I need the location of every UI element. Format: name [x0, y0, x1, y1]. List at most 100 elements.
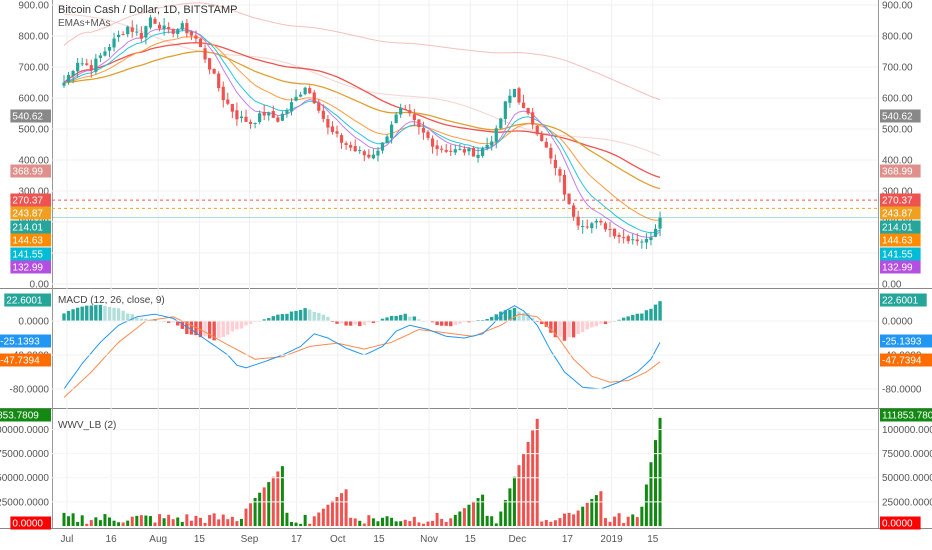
macd-histogram-bar: [276, 314, 280, 321]
candle-body: [107, 46, 112, 51]
macd-histogram-bar: [480, 319, 485, 321]
wwv-bar: [631, 514, 635, 526]
candle-body: [148, 17, 153, 28]
macd-histogram-bar: [308, 309, 312, 321]
candle-body: [117, 34, 121, 38]
wwv-bar: [599, 491, 603, 526]
wwv-bar: [503, 499, 507, 526]
wwv-bar: [403, 519, 407, 526]
candle-body: [185, 23, 189, 34]
x-tick-label: 15: [647, 534, 659, 545]
candle-body: [94, 58, 98, 72]
macd-histogram-bar: [230, 321, 235, 332]
price-badge-right: 540.62: [882, 112, 913, 123]
candle-body: [248, 121, 253, 124]
macd-histogram-bar: [558, 321, 562, 337]
price-badge-left-bg: [10, 206, 51, 220]
macd-histogram-bar: [508, 309, 512, 321]
candle-body: [408, 110, 412, 114]
price-badge-right: 132.99: [882, 263, 913, 274]
macd-histogram-bar: [517, 311, 521, 321]
wwv-bar: [267, 482, 271, 526]
candle-body: [230, 103, 234, 112]
wwv-bar: [431, 520, 435, 526]
candle-body: [385, 136, 389, 144]
macd-histogram-bar: [339, 321, 344, 324]
wwv-bar: [212, 513, 216, 526]
macd-histogram-bar: [267, 318, 271, 321]
wwv-bar: [417, 522, 421, 526]
wwv-bar: [98, 520, 102, 526]
candle-body: [253, 122, 257, 124]
wwv-bar: [208, 515, 212, 526]
wwv-bar: [285, 512, 289, 526]
macd-histogram-bar: [617, 319, 621, 321]
candle-body: [476, 154, 480, 158]
wwv-bar: [353, 518, 357, 526]
candle-body: [167, 27, 171, 30]
candle-body: [126, 26, 130, 35]
wwv-bar: [249, 503, 253, 526]
macd-histogram-bar: [62, 313, 66, 321]
macd-histogram-bar: [581, 321, 585, 333]
candle-body: [130, 27, 134, 32]
macd-histogram-bar: [203, 321, 207, 337]
macd-histogram-bar: [116, 308, 121, 321]
wwv-bar: [276, 471, 280, 526]
wwv-bar: [217, 519, 221, 526]
candle-body: [285, 110, 289, 114]
candle-body: [280, 113, 284, 121]
candle-body: [262, 112, 266, 116]
wwv-tick-label: 100000.0000: [882, 425, 932, 436]
wwv-bar: [117, 522, 121, 526]
wwv-bar: [526, 441, 530, 526]
macd-histogram-bar: [644, 310, 649, 321]
wwv-bar: [444, 522, 448, 526]
macd-histogram-bar: [185, 321, 189, 334]
wwv-bar: [499, 511, 503, 526]
candle-body: [535, 125, 539, 135]
candle-body: [176, 29, 180, 34]
candle-body: [440, 148, 444, 150]
macd-histogram-bar: [385, 317, 389, 321]
macd-histogram-bar: [435, 321, 439, 326]
price-tick-label: 600.00: [18, 94, 49, 105]
macd-histogram-bar: [549, 321, 553, 333]
candle-body: [198, 38, 203, 48]
wwv-bar: [335, 497, 339, 526]
wwv-tick-label: 75000.0000: [0, 449, 49, 460]
macd-histogram-bar: [626, 316, 630, 321]
macd-histogram-bar: [371, 321, 376, 324]
wwv-bar: [189, 520, 193, 526]
candle-body: [503, 101, 507, 120]
candle-body: [467, 148, 471, 152]
price-badge-left: 368.99: [12, 167, 43, 178]
candle-body: [194, 35, 198, 39]
candle-body: [390, 124, 394, 138]
wwv-bar: [572, 514, 576, 526]
candle-body: [453, 149, 457, 153]
macd-histogram-bar: [107, 306, 112, 321]
candle-body: [626, 236, 630, 242]
macd-histogram-bar: [285, 313, 289, 321]
macd-badge-right-bg: [880, 353, 932, 367]
candle-body: [85, 63, 89, 65]
macd-histogram-bar: [412, 316, 417, 321]
candle-body: [567, 193, 571, 204]
wwv-bar: [408, 521, 412, 526]
price-tick-label: 500.00: [18, 125, 49, 136]
wwv-bar: [89, 520, 93, 526]
macd-histogram-bar: [89, 305, 93, 321]
macd-histogram-bar: [75, 307, 80, 321]
macd-histogram-bar: [298, 309, 303, 321]
wwv-bar: [581, 506, 585, 526]
wwv-bar: [112, 520, 116, 526]
wwv-bar: [549, 521, 553, 526]
price-tick-label: 800.00: [882, 32, 913, 43]
macd-histogram-bar: [430, 321, 435, 323]
candle-body: [612, 228, 617, 237]
macd-histogram-bar: [244, 321, 248, 326]
macd-tick-label: -80.0000: [882, 385, 922, 396]
wwv-bar: [103, 514, 107, 526]
